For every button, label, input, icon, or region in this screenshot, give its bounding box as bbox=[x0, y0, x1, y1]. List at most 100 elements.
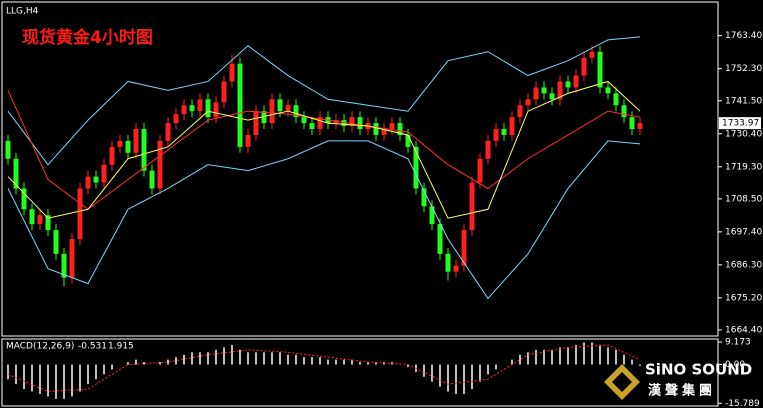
candle-body bbox=[541, 87, 547, 94]
candle-body bbox=[181, 105, 187, 115]
candle-body bbox=[509, 117, 515, 135]
macd-signal-value: 1.915 bbox=[108, 342, 134, 352]
candle-body bbox=[349, 117, 355, 127]
candle-body bbox=[93, 176, 99, 183]
candle-body bbox=[293, 105, 299, 118]
candle-body bbox=[613, 93, 619, 106]
logo-name: SiNO SOUND bbox=[645, 361, 752, 379]
candle-body bbox=[173, 114, 179, 124]
candle-body bbox=[589, 51, 595, 58]
last-price-box bbox=[719, 117, 761, 130]
chart-title: 现货黄金4小时图 bbox=[22, 27, 153, 48]
candle-body bbox=[469, 182, 475, 231]
candle-body bbox=[381, 129, 387, 135]
candle-body bbox=[189, 105, 195, 112]
candle-body bbox=[69, 238, 75, 278]
candle-body bbox=[61, 253, 67, 278]
logo-icon-inner bbox=[612, 372, 632, 392]
candle-body bbox=[557, 81, 563, 100]
candle-body bbox=[597, 51, 603, 88]
candle-body bbox=[301, 117, 307, 124]
macd-panel bbox=[1, 338, 719, 407]
y-tick-label: 1752.30 bbox=[725, 64, 762, 74]
candle-body bbox=[565, 81, 571, 88]
candle-body bbox=[37, 215, 43, 225]
overlay-line bbox=[7, 80, 641, 219]
candle-body bbox=[85, 176, 91, 189]
candle-body bbox=[117, 140, 123, 147]
candle-body bbox=[477, 158, 483, 183]
candle-body bbox=[461, 230, 467, 266]
candle-body bbox=[77, 188, 83, 239]
macd-value: -0.531 bbox=[78, 342, 107, 352]
y-tick-label: 1708.50 bbox=[725, 194, 762, 204]
logo-cn: 漢聲集團 bbox=[648, 383, 716, 399]
candle-body bbox=[133, 129, 139, 153]
candle-body bbox=[245, 134, 251, 147]
candle-body bbox=[13, 158, 19, 189]
y-tick-label: 1763.40 bbox=[725, 31, 762, 41]
candle-body bbox=[45, 215, 51, 231]
candle-body bbox=[253, 111, 259, 135]
candle-body bbox=[501, 129, 507, 135]
symbol-label: LLG,H4 bbox=[6, 7, 39, 17]
y-tick-label: 1686.30 bbox=[725, 260, 762, 270]
candle-body bbox=[261, 111, 267, 124]
last-price: 1733.97 bbox=[722, 119, 759, 129]
candle-body bbox=[269, 99, 275, 124]
candle-body bbox=[485, 140, 491, 159]
candle-body bbox=[53, 230, 59, 254]
macd-tick-label: 9.173 bbox=[725, 338, 751, 348]
candle-body bbox=[213, 102, 219, 118]
candle-body bbox=[581, 57, 587, 76]
candle-body bbox=[389, 123, 395, 130]
candle-body bbox=[237, 63, 243, 147]
candle-body bbox=[421, 188, 427, 207]
candle-body bbox=[357, 117, 363, 130]
candle-body bbox=[397, 123, 403, 135]
y-tick-label: 1730.40 bbox=[725, 129, 762, 139]
candle-body bbox=[317, 117, 323, 130]
macd-tick-label: 0.00 bbox=[725, 360, 745, 370]
candle-body bbox=[373, 123, 379, 135]
macd-label: MACD(12,26,9) bbox=[6, 342, 74, 352]
candle-body bbox=[341, 120, 347, 127]
candle-body bbox=[221, 81, 227, 103]
candle-body bbox=[405, 134, 411, 147]
main-panel bbox=[1, 1, 719, 337]
candle-body bbox=[157, 140, 163, 189]
y-tick-label: 1719.30 bbox=[725, 162, 762, 172]
candle-body bbox=[453, 265, 459, 272]
candle-body bbox=[5, 140, 11, 159]
candle-body bbox=[437, 224, 443, 254]
candle-body bbox=[533, 87, 539, 100]
candle-body bbox=[21, 188, 27, 210]
overlay-line bbox=[7, 140, 641, 300]
candle-body bbox=[605, 87, 611, 94]
candle-body bbox=[629, 117, 635, 130]
logo: SiNO SOUND 漢聲集團 bbox=[604, 361, 752, 400]
candle-body bbox=[125, 140, 131, 153]
candle-body bbox=[309, 123, 315, 130]
candle-body bbox=[549, 93, 555, 100]
candle-body bbox=[285, 105, 291, 112]
candle-body bbox=[277, 99, 283, 112]
overlay-line bbox=[7, 90, 641, 210]
candle-body bbox=[429, 206, 435, 225]
y-tick-label: 1741.50 bbox=[725, 96, 762, 106]
candle-body bbox=[205, 99, 211, 118]
candle-body bbox=[229, 63, 235, 82]
candle-body bbox=[109, 146, 115, 165]
candle-body bbox=[637, 123, 643, 130]
candle-body bbox=[149, 170, 155, 189]
y-tick-label: 1664.40 bbox=[725, 325, 762, 335]
macd-tick-label: -15.789 bbox=[725, 399, 760, 408]
candle-body bbox=[101, 164, 107, 183]
y-tick-label: 1697.40 bbox=[725, 227, 762, 237]
candle-body bbox=[197, 99, 203, 112]
candle-body bbox=[621, 105, 627, 118]
overlay-line bbox=[7, 36, 641, 166]
candle-body bbox=[573, 75, 579, 88]
candle-body bbox=[29, 209, 35, 225]
